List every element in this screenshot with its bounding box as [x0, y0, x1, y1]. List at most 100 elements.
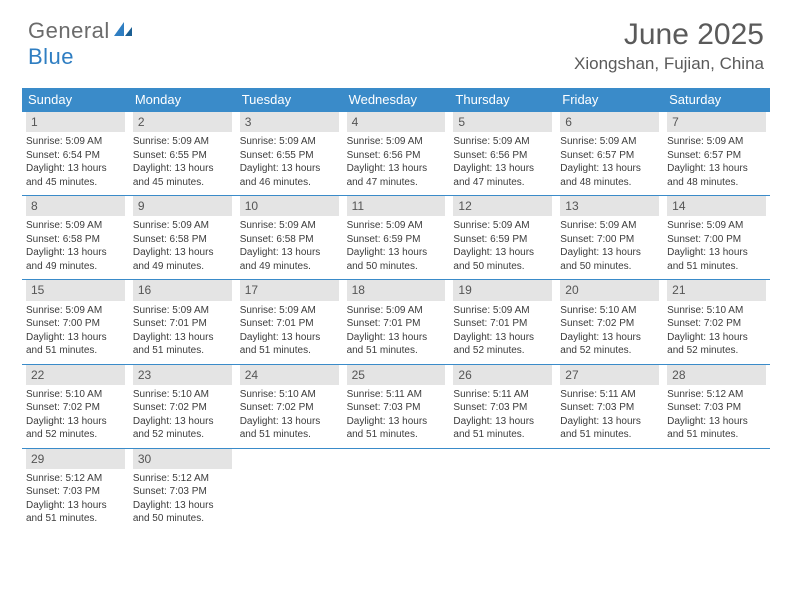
logo-sail-icon — [112, 20, 134, 43]
sunset-line: Sunset: 7:02 PM — [560, 317, 659, 331]
sunset-line: Sunset: 6:58 PM — [133, 233, 232, 247]
sunset-line: Sunset: 7:02 PM — [240, 401, 339, 415]
calendar-day-cell: 26Sunrise: 5:11 AMSunset: 7:03 PMDayligh… — [449, 365, 556, 448]
daylight-line: Daylight: 13 hours and 52 minutes. — [26, 415, 125, 442]
calendar-day-cell: 3Sunrise: 5:09 AMSunset: 6:55 PMDaylight… — [236, 112, 343, 195]
calendar-day-cell — [663, 449, 770, 532]
sunrise-line: Sunrise: 5:12 AM — [667, 388, 766, 402]
sunrise-line: Sunrise: 5:10 AM — [667, 304, 766, 318]
sunrise-line: Sunrise: 5:10 AM — [240, 388, 339, 402]
calendar-day-cell: 12Sunrise: 5:09 AMSunset: 6:59 PMDayligh… — [449, 196, 556, 279]
daylight-line: Daylight: 13 hours and 45 minutes. — [133, 162, 232, 189]
sunrise-line: Sunrise: 5:09 AM — [240, 304, 339, 318]
logo-text: General Blue — [28, 18, 134, 70]
day-number: 22 — [26, 365, 125, 385]
sunrise-line: Sunrise: 5:09 AM — [667, 219, 766, 233]
day-number: 29 — [26, 449, 125, 469]
sunrise-line: Sunrise: 5:09 AM — [560, 219, 659, 233]
sunset-line: Sunset: 7:01 PM — [347, 317, 446, 331]
day-number: 1 — [26, 112, 125, 132]
calendar-day-cell — [556, 449, 663, 532]
sunrise-line: Sunrise: 5:09 AM — [453, 219, 552, 233]
sunrise-line: Sunrise: 5:09 AM — [240, 219, 339, 233]
calendar-day-cell: 18Sunrise: 5:09 AMSunset: 7:01 PMDayligh… — [343, 280, 450, 363]
calendar-day-cell: 22Sunrise: 5:10 AMSunset: 7:02 PMDayligh… — [22, 365, 129, 448]
sunset-line: Sunset: 7:03 PM — [347, 401, 446, 415]
calendar-day-cell: 9Sunrise: 5:09 AMSunset: 6:58 PMDaylight… — [129, 196, 236, 279]
day-number: 25 — [347, 365, 446, 385]
month-title: June 2025 — [574, 18, 764, 52]
sunset-line: Sunset: 6:58 PM — [26, 233, 125, 247]
daylight-line: Daylight: 13 hours and 51 minutes. — [26, 499, 125, 526]
day-number: 20 — [560, 280, 659, 300]
day-number: 7 — [667, 112, 766, 132]
calendar-day-cell: 28Sunrise: 5:12 AMSunset: 7:03 PMDayligh… — [663, 365, 770, 448]
sunrise-line: Sunrise: 5:09 AM — [240, 135, 339, 149]
weekday-header: Tuesday — [236, 88, 343, 112]
sunset-line: Sunset: 7:02 PM — [667, 317, 766, 331]
daylight-line: Daylight: 13 hours and 52 minutes. — [667, 331, 766, 358]
sunrise-line: Sunrise: 5:11 AM — [453, 388, 552, 402]
calendar-day-cell: 13Sunrise: 5:09 AMSunset: 7:00 PMDayligh… — [556, 196, 663, 279]
sunset-line: Sunset: 7:02 PM — [133, 401, 232, 415]
daylight-line: Daylight: 13 hours and 50 minutes. — [347, 246, 446, 273]
sunrise-line: Sunrise: 5:09 AM — [667, 135, 766, 149]
sunset-line: Sunset: 6:54 PM — [26, 149, 125, 163]
daylight-line: Daylight: 13 hours and 49 minutes. — [133, 246, 232, 273]
sunset-line: Sunset: 6:55 PM — [240, 149, 339, 163]
sunrise-line: Sunrise: 5:09 AM — [560, 135, 659, 149]
sunrise-line: Sunrise: 5:11 AM — [347, 388, 446, 402]
weekday-header: Friday — [556, 88, 663, 112]
sunset-line: Sunset: 7:03 PM — [667, 401, 766, 415]
calendar-day-cell: 5Sunrise: 5:09 AMSunset: 6:56 PMDaylight… — [449, 112, 556, 195]
day-number: 2 — [133, 112, 232, 132]
sunrise-line: Sunrise: 5:09 AM — [26, 219, 125, 233]
daylight-line: Daylight: 13 hours and 51 minutes. — [133, 331, 232, 358]
day-number: 8 — [26, 196, 125, 216]
sunset-line: Sunset: 7:03 PM — [26, 485, 125, 499]
day-number: 23 — [133, 365, 232, 385]
weekday-header: Monday — [129, 88, 236, 112]
weekday-header: Saturday — [663, 88, 770, 112]
day-number: 12 — [453, 196, 552, 216]
calendar-day-cell: 30Sunrise: 5:12 AMSunset: 7:03 PMDayligh… — [129, 449, 236, 532]
logo-word-blue: Blue — [28, 44, 74, 69]
day-number: 18 — [347, 280, 446, 300]
calendar: SundayMondayTuesdayWednesdayThursdayFrid… — [22, 88, 770, 532]
calendar-day-cell: 17Sunrise: 5:09 AMSunset: 7:01 PMDayligh… — [236, 280, 343, 363]
calendar-day-cell: 4Sunrise: 5:09 AMSunset: 6:56 PMDaylight… — [343, 112, 450, 195]
weekday-header: Thursday — [449, 88, 556, 112]
daylight-line: Daylight: 13 hours and 51 minutes. — [667, 246, 766, 273]
sunrise-line: Sunrise: 5:10 AM — [26, 388, 125, 402]
calendar-day-cell: 1Sunrise: 5:09 AMSunset: 6:54 PMDaylight… — [22, 112, 129, 195]
sunrise-line: Sunrise: 5:10 AM — [133, 388, 232, 402]
day-number: 28 — [667, 365, 766, 385]
sunset-line: Sunset: 7:00 PM — [26, 317, 125, 331]
day-number: 6 — [560, 112, 659, 132]
sunrise-line: Sunrise: 5:09 AM — [347, 135, 446, 149]
day-number: 4 — [347, 112, 446, 132]
sunrise-line: Sunrise: 5:10 AM — [560, 304, 659, 318]
sunset-line: Sunset: 6:58 PM — [240, 233, 339, 247]
calendar-day-cell: 27Sunrise: 5:11 AMSunset: 7:03 PMDayligh… — [556, 365, 663, 448]
day-number: 3 — [240, 112, 339, 132]
daylight-line: Daylight: 13 hours and 48 minutes. — [667, 162, 766, 189]
calendar-day-cell: 11Sunrise: 5:09 AMSunset: 6:59 PMDayligh… — [343, 196, 450, 279]
sunset-line: Sunset: 7:01 PM — [453, 317, 552, 331]
day-number: 10 — [240, 196, 339, 216]
calendar-body: 1 Sunrise: 5:09 AM Sunset: 6:54 PM Daylight… — [22, 112, 770, 532]
calendar-day-cell — [343, 449, 450, 532]
title-block: June 2025 Xiongshan, Fujian, China — [574, 18, 764, 74]
sunset-line: Sunset: 7:01 PM — [240, 317, 339, 331]
daylight-line: Daylight: 13 hours and 51 minutes. — [26, 331, 125, 358]
daylight-line: Daylight: 13 hours and 52 minutes. — [453, 331, 552, 358]
daylight-line: Daylight: 13 hours and 49 minutes. — [240, 246, 339, 273]
page-header: General Blue June 2025 Xiongshan, Fujian… — [0, 0, 792, 82]
brand-logo: General Blue — [28, 18, 134, 70]
daylight-line: Daylight: 13 hours and 50 minutes. — [453, 246, 552, 273]
sunrise-line: Sunrise: 5:09 AM — [453, 135, 552, 149]
location-label: Xiongshan, Fujian, China — [574, 54, 764, 74]
sunset-line: Sunset: 7:01 PM — [133, 317, 232, 331]
calendar-day-cell: 19Sunrise: 5:09 AMSunset: 7:01 PMDayligh… — [449, 280, 556, 363]
calendar-day-cell: 21Sunrise: 5:10 AMSunset: 7:02 PMDayligh… — [663, 280, 770, 363]
